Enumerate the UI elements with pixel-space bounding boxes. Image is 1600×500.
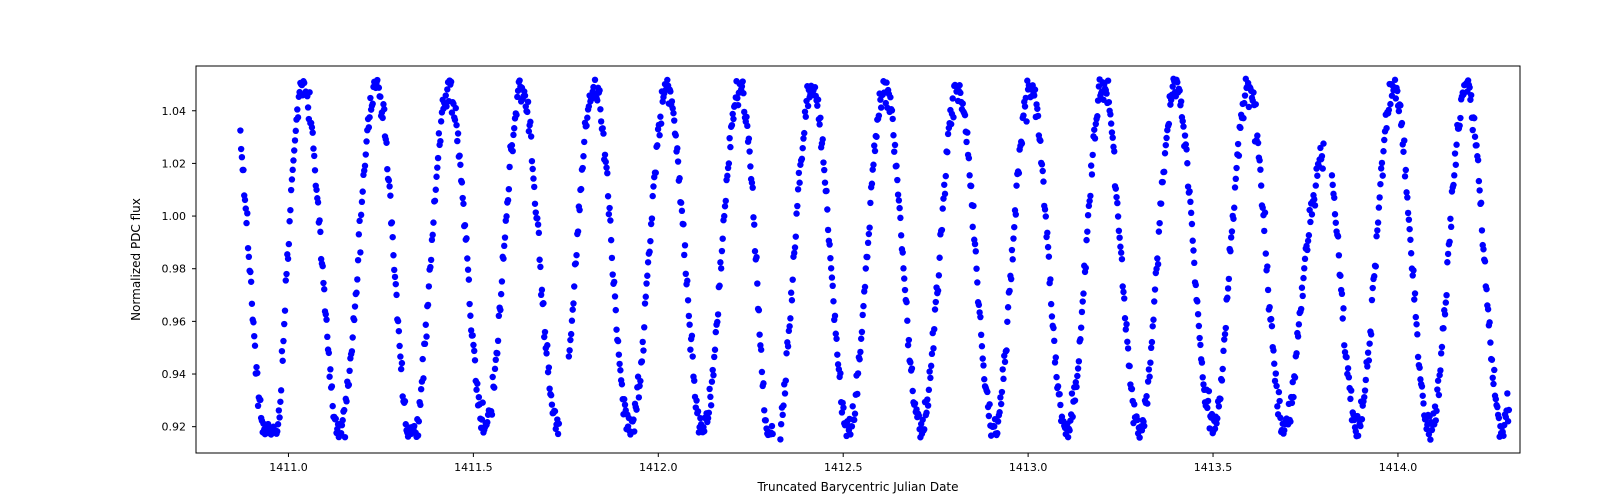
x-tick-label: 1412.0 [639, 461, 678, 474]
y-tick-label: 0.98 [162, 263, 187, 276]
y-tick-label: 1.02 [162, 157, 187, 170]
lightcurve-chart: 1411.0 1411.5 1412.0 1412.5 1413.0 1413.5 1414… [0, 0, 1600, 500]
y-tick-label: 1.00 [162, 210, 187, 223]
chart-svg: 1411.0 1411.5 1412.0 1412.5 1413.0 1413.5 1414… [0, 0, 1600, 500]
y-tick-label: 1.04 [162, 105, 187, 118]
y-tick-label: 0.96 [162, 315, 187, 328]
x-tick-label: 1413.0 [1009, 461, 1048, 474]
x-axis-label: Truncated Barycentric Julian Date [756, 480, 958, 494]
y-tick-label: 0.92 [162, 421, 187, 434]
scatter-series [237, 76, 1512, 443]
x-tick-label: 1412.5 [824, 461, 863, 474]
x-tick-label: 1411.0 [269, 461, 308, 474]
x-tick-label: 1411.5 [454, 461, 493, 474]
x-tick-label: 1414.0 [1379, 461, 1418, 474]
x-tick-label: 1413.5 [1194, 461, 1233, 474]
y-axis-label: Normalized PDC flux [129, 198, 143, 321]
y-tick-label: 0.94 [162, 368, 187, 381]
